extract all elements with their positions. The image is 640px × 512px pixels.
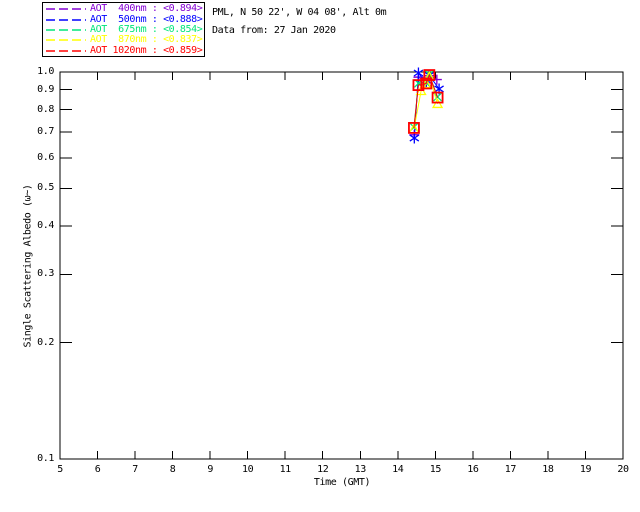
legend-row: AOT 870nm : <0.837> bbox=[46, 34, 203, 46]
y-tick-label: 0.7 bbox=[37, 125, 54, 137]
y-tick-label: 0.2 bbox=[37, 336, 54, 348]
x-tick-label: 20 bbox=[617, 464, 629, 475]
date-info-line: Data from: 27 Jan 2020 bbox=[212, 25, 336, 36]
x-tick-label: 13 bbox=[354, 464, 367, 475]
legend-row: AOT 400nm : <0.894> bbox=[46, 3, 203, 15]
x-tick-label: 12 bbox=[317, 464, 329, 475]
y-tick-label: 0.4 bbox=[37, 220, 54, 231]
y-tick-label: 0.9 bbox=[37, 83, 54, 95]
legend-label: AOT 1020nm : <0.859> bbox=[90, 44, 203, 56]
x-axis-label: Time (GMT) bbox=[313, 477, 371, 488]
x-tick-label: 18 bbox=[542, 464, 554, 475]
x-tick-label: 11 bbox=[279, 464, 292, 475]
legend-row: AOT 1020nm : <0.859> bbox=[46, 44, 203, 56]
y-tick-label: 0.1 bbox=[37, 453, 54, 464]
legend-label: AOT 675nm : <0.854> bbox=[90, 23, 203, 35]
y-tick-label: 1.0 bbox=[37, 66, 54, 77]
marker-square bbox=[423, 69, 436, 81]
x-tick-label: 14 bbox=[392, 464, 404, 475]
legend-row: AOT 500nm : <0.888> bbox=[46, 13, 203, 25]
marker-square bbox=[408, 122, 420, 134]
x-tick-label: 15 bbox=[429, 464, 442, 475]
legend-dash-sample bbox=[46, 29, 86, 31]
y-axis-label: Single Scattering Albedo (ω~) bbox=[22, 184, 34, 348]
legend-label: AOT 500nm : <0.888> bbox=[90, 13, 203, 25]
legend-dash-sample bbox=[46, 8, 86, 10]
x-tick-label: 10 bbox=[242, 464, 254, 475]
plot-frame bbox=[59, 71, 624, 460]
y-tick-label: 0.5 bbox=[37, 182, 54, 194]
site-info-line: PML, N 50 22', W 04 08', Alt 0m bbox=[212, 7, 387, 18]
y-tick-label: 0.3 bbox=[37, 268, 54, 280]
x-tick-label: 16 bbox=[467, 464, 479, 475]
x-tick-label: 17 bbox=[504, 464, 517, 475]
x-tick-label: 19 bbox=[579, 464, 592, 475]
x-tick-label: 8 bbox=[169, 464, 176, 475]
legend-dash-sample bbox=[46, 18, 86, 21]
marker-square bbox=[412, 79, 425, 92]
x-tick-label: 5 bbox=[57, 464, 63, 475]
marker-asterisk bbox=[413, 67, 424, 79]
legend-dash-sample bbox=[46, 39, 86, 42]
legend-label: AOT 870nm : <0.837> bbox=[90, 34, 203, 46]
marker-square bbox=[431, 91, 444, 104]
legend-label: AOT 400nm : <0.894> bbox=[90, 3, 203, 15]
marker-asterisk bbox=[409, 132, 420, 144]
x-tick-label: 9 bbox=[207, 464, 213, 475]
x-tick-label: 6 bbox=[94, 464, 101, 475]
series-aot-1020nm bbox=[408, 69, 444, 134]
y-tick-label: 0.6 bbox=[37, 151, 54, 163]
legend-dash-sample bbox=[46, 50, 86, 52]
x-tick-label: 7 bbox=[132, 464, 138, 475]
marker-square bbox=[420, 77, 433, 90]
y-tick-label: 0.8 bbox=[37, 103, 54, 115]
axes-group bbox=[59, 71, 624, 460]
legend-box: AOT 400nm : <0.894> AOT 500nm : <0.888> AO… bbox=[42, 2, 205, 57]
legend-row: AOT 675nm : <0.854> bbox=[46, 23, 203, 35]
